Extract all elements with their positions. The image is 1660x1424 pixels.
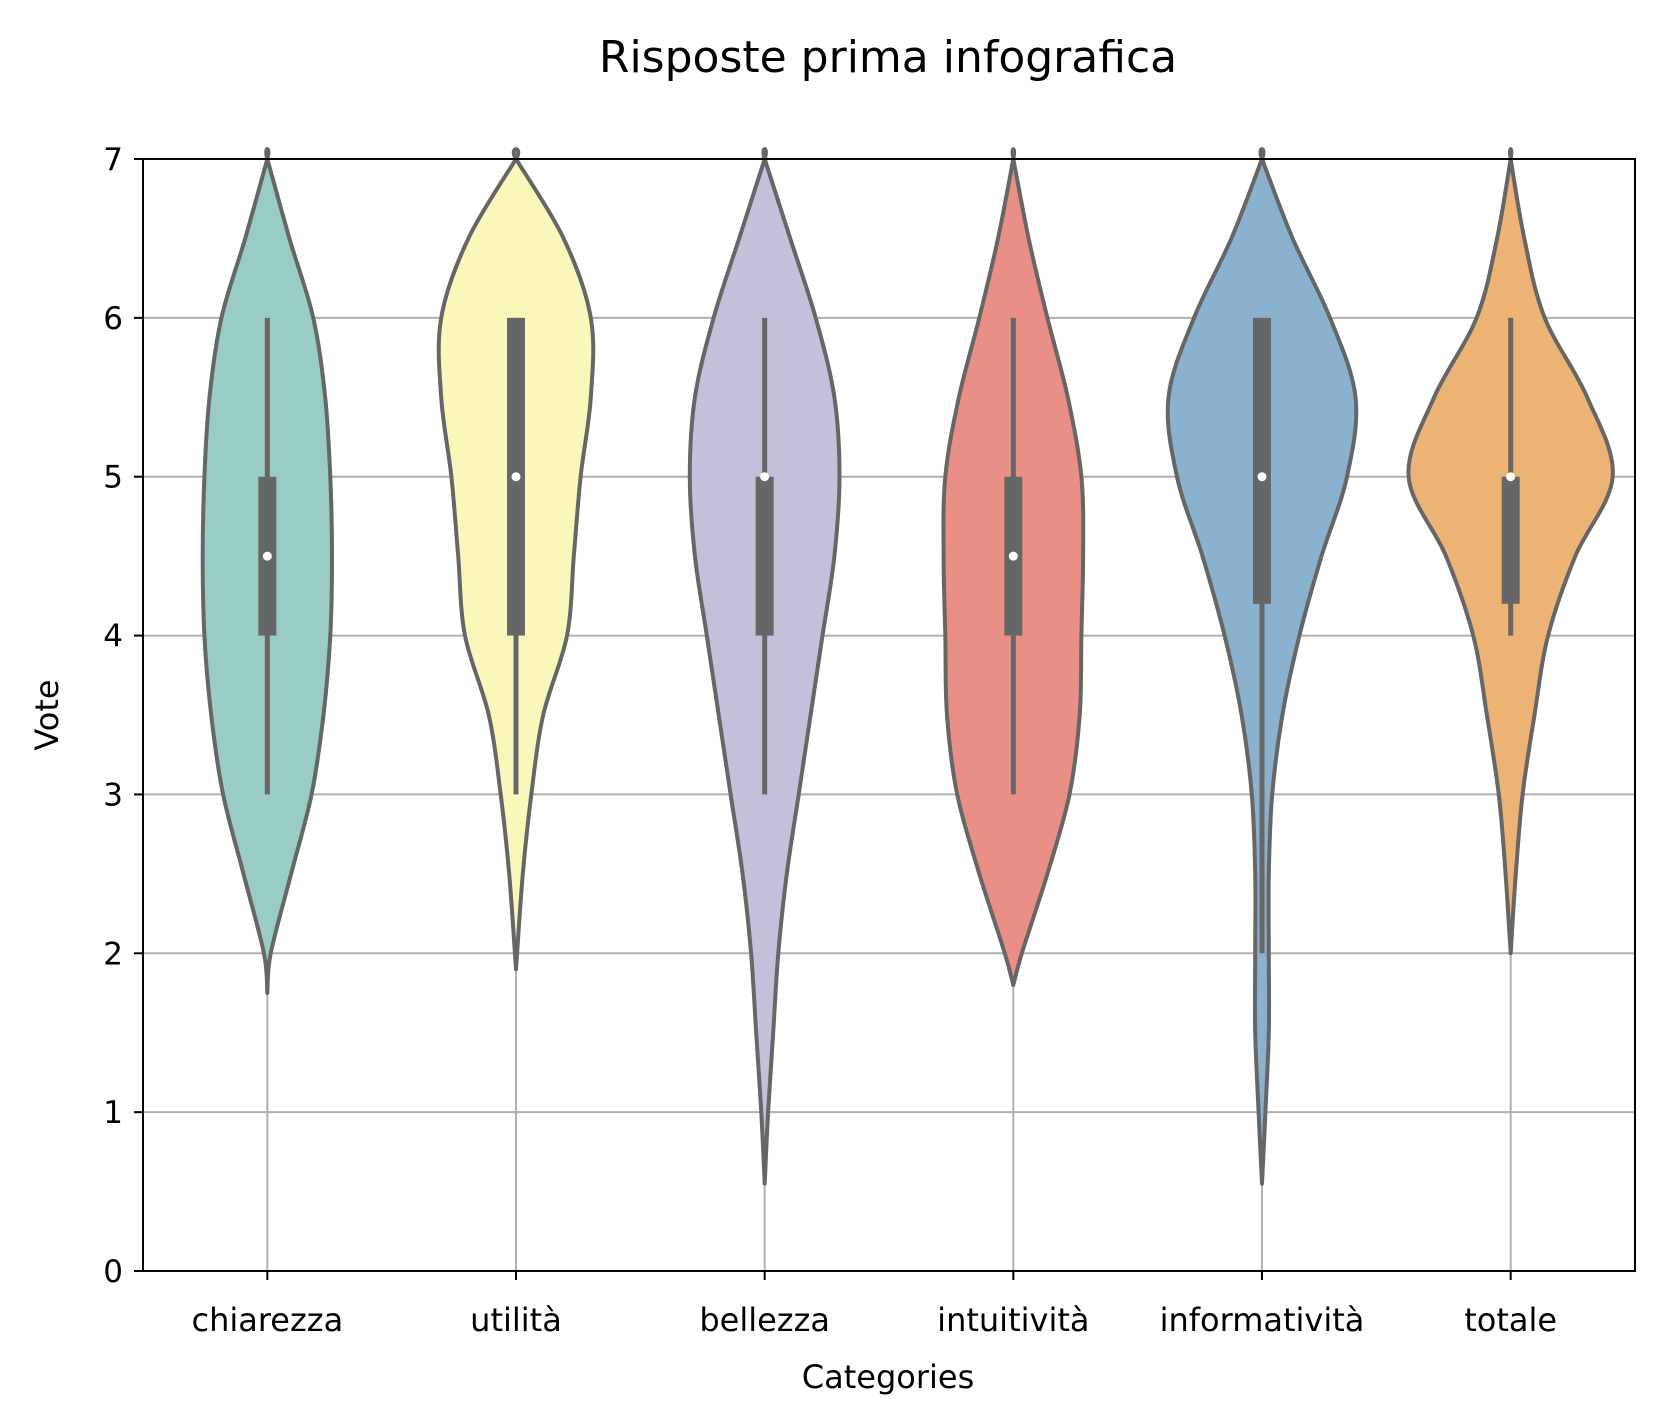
median-point [1257, 472, 1267, 482]
median-point [760, 472, 770, 482]
y-tick-label: 3 [103, 777, 123, 813]
chart-title: Risposte prima infografica [599, 32, 1177, 83]
plot-frame [142, 158, 1636, 1272]
y-tick-label: 4 [103, 619, 123, 655]
y-axis-label: Vote [28, 679, 66, 750]
violin-5 [1165, 147, 1359, 1186]
x-tick-label: bellezza [699, 1301, 830, 1339]
iqr-box [755, 476, 774, 636]
y-tick-label: 2 [103, 936, 123, 972]
y-axis: 0 1 2 3 4 5 6 7 [103, 142, 143, 1290]
iqr-box [1501, 476, 1520, 604]
violin-1 [200, 147, 334, 995]
violin-2 [436, 147, 596, 972]
y-tick-label: 5 [103, 460, 123, 496]
median-point [262, 551, 272, 561]
x-tick-label: informatività [1160, 1301, 1365, 1339]
x-axis: chiarezza utilità bellezza intuitività infor… [191, 1271, 1557, 1339]
x-tick-label: chiarezza [191, 1301, 343, 1339]
violin-3 [687, 147, 842, 1186]
median-point [1008, 551, 1018, 561]
x-tick-label: intuitività [937, 1301, 1089, 1339]
median-point [1506, 472, 1516, 482]
median-point [511, 472, 521, 482]
y-tick-label: 1 [103, 1095, 123, 1131]
grid [143, 159, 1635, 1271]
y-tick-label: 0 [103, 1254, 123, 1290]
y-tick-label: 7 [103, 142, 123, 178]
x-axis-label: Categories [802, 1358, 974, 1396]
iqr-box [1253, 317, 1271, 604]
violins [200, 147, 1615, 1186]
y-tick-label: 6 [103, 301, 123, 337]
x-tick-label: utilità [470, 1301, 562, 1339]
violin-4 [941, 147, 1086, 988]
violin-6 [1406, 147, 1615, 956]
x-tick-label: totale [1464, 1301, 1557, 1339]
